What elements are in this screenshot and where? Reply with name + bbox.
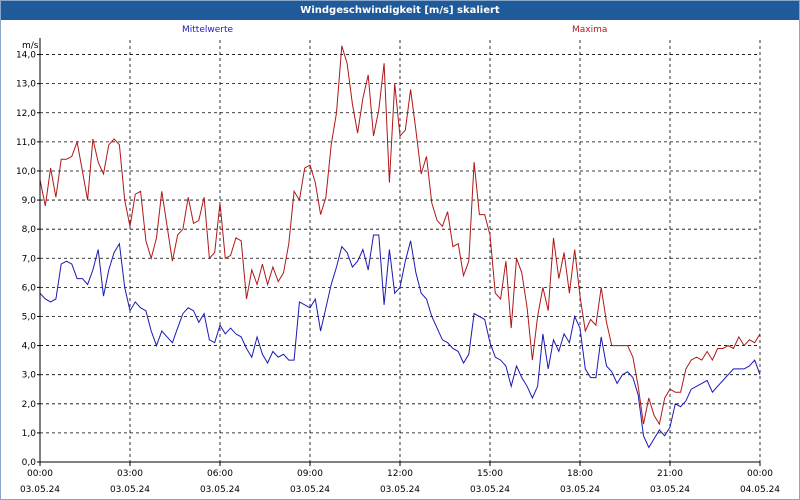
y-tick-label: 6,0 <box>22 283 37 293</box>
x-tick-label-time: 00:00 <box>27 469 53 479</box>
y-tick-label: 13,0 <box>16 80 36 90</box>
x-tick-label-date: 03.05.24 <box>200 485 240 495</box>
legend-maxima: Maxima <box>572 25 608 35</box>
x-tick-label-date: 04.05.24 <box>740 485 780 495</box>
chart-title: Windgeschwindigkeit [m/s] skaliert <box>1 1 799 20</box>
y-axis-unit: m/s <box>22 41 39 51</box>
y-tick-label: 4,0 <box>22 342 37 352</box>
x-tick-label-time: 03:00 <box>117 469 143 479</box>
y-tick-label: 12,0 <box>16 109 36 119</box>
series-line-mittelwerte <box>39 234 761 449</box>
y-tick-label: 8,0 <box>22 225 37 235</box>
y-tick-label: 7,0 <box>22 254 37 264</box>
x-tick-label-date: 03.05.24 <box>380 485 420 495</box>
x-tick-label-time: 09:00 <box>297 469 323 479</box>
x-tick-label-time: 12:00 <box>387 469 413 479</box>
y-tick-label: 0,0 <box>22 458 37 468</box>
x-tick-label-time: 06:00 <box>207 469 233 479</box>
y-tick-label: 11,0 <box>16 138 36 148</box>
x-tick-label-date: 03.05.24 <box>110 485 150 495</box>
x-tick-label-date: 03.05.24 <box>560 485 600 495</box>
y-tick-label: 9,0 <box>22 196 37 206</box>
y-tick-label: 1,0 <box>22 429 37 439</box>
x-tick-label-time: 18:00 <box>567 469 593 479</box>
y-tick-label: 10,0 <box>16 167 36 177</box>
legend-mittelwerte: Mittelwerte <box>182 25 234 35</box>
y-tick-label: 3,0 <box>22 371 37 381</box>
y-tick-label: 5,0 <box>22 312 37 322</box>
x-tick-label-time: 15:00 <box>477 469 503 479</box>
x-tick-label-time: 21:00 <box>657 469 683 479</box>
x-tick-label-date: 03.05.24 <box>20 485 60 495</box>
y-tick-label: 2,0 <box>22 400 37 410</box>
y-tick-label: 14,0 <box>16 51 36 61</box>
x-tick-label-date: 03.05.24 <box>650 485 690 495</box>
x-tick-label-date: 03.05.24 <box>470 485 510 495</box>
x-tick-label-date: 03.05.24 <box>290 485 330 495</box>
x-tick-label-time: 00:00 <box>747 469 773 479</box>
series-line-maxima <box>39 45 761 426</box>
